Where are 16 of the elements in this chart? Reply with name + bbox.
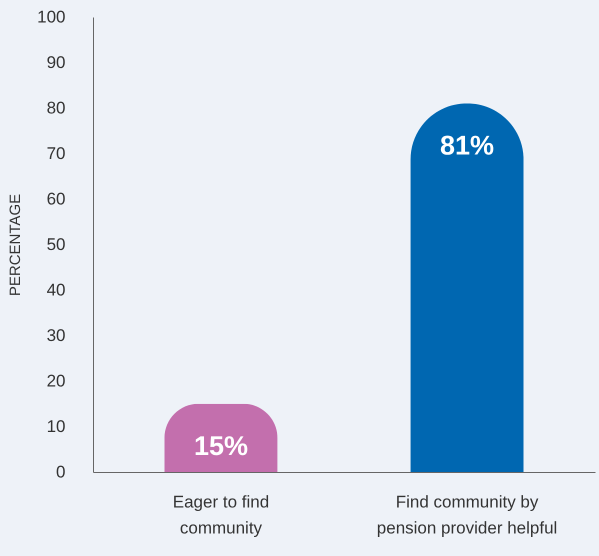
y-tick-label: 10 bbox=[46, 417, 66, 436]
y-tick-label: 100 bbox=[37, 8, 66, 26]
data-label: 15% bbox=[194, 430, 248, 461]
y-tick-label: 30 bbox=[46, 326, 66, 345]
x-tick-label: Eager to find community bbox=[172, 492, 270, 538]
x-tick-label: Find community by pension provider helpful bbox=[376, 492, 558, 538]
y-tick-label: 50 bbox=[46, 235, 66, 254]
y-tick-label: 40 bbox=[46, 280, 66, 300]
y-tick-label: 60 bbox=[46, 190, 66, 208]
y-axis-title: PERCENTAGE bbox=[7, 194, 24, 296]
y-tick-label: 70 bbox=[46, 144, 66, 163]
y-tick-label: 90 bbox=[46, 53, 66, 72]
y-tick-label: 0 bbox=[56, 462, 66, 482]
y-tick-label: 20 bbox=[46, 372, 66, 390]
data-label: 81% bbox=[440, 130, 494, 160]
y-tick-label: 80 bbox=[46, 98, 66, 118]
